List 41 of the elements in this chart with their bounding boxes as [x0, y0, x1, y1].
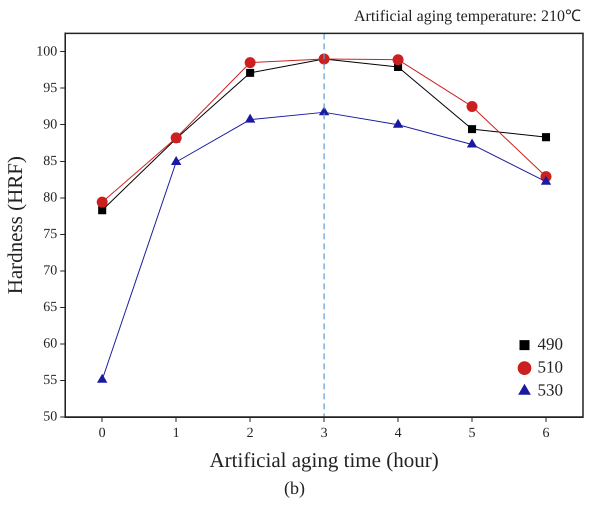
point	[246, 68, 254, 77]
x-tick-label: 3	[320, 426, 328, 442]
y-tick-label: 95	[43, 80, 58, 96]
y-tick-label: 90	[43, 117, 58, 132]
y-tick-label: 65	[43, 300, 58, 316]
point	[170, 132, 182, 144]
x-tick-label: 2	[246, 426, 254, 442]
legend-label: 490	[538, 334, 563, 354]
x-axis-title: Artificial aging time (hour)	[210, 448, 439, 472]
y-tick-label: 85	[43, 154, 58, 169]
point	[467, 138, 477, 148]
point	[98, 206, 106, 214]
point	[97, 374, 108, 383]
point	[541, 176, 551, 185]
y-tick-label: 80	[43, 190, 58, 206]
point	[542, 133, 550, 142]
text: (b)	[283, 478, 306, 499]
point	[244, 57, 256, 68]
legend-label: 510	[538, 358, 563, 377]
y-axis-title: Hardness (HRF)	[3, 156, 28, 294]
point	[96, 196, 108, 208]
point	[468, 125, 476, 134]
point	[319, 106, 329, 116]
x-tick-label: 5	[468, 426, 476, 442]
y-tick-label: 60	[43, 336, 58, 352]
point	[171, 156, 181, 165]
y-tick-label: 55	[43, 373, 58, 388]
point	[393, 119, 403, 128]
y-tick-label: 100	[36, 44, 58, 60]
x-tick-label: 1	[172, 426, 180, 442]
y-tick-label: 75	[43, 227, 58, 242]
x-tick-label: 4	[394, 426, 402, 442]
text: Artificial aging temperature: 210℃	[354, 7, 581, 26]
y-tick-label: 70	[43, 264, 58, 279]
y-tick-label: 50	[43, 410, 58, 425]
point	[245, 114, 255, 123]
legend-label: 530	[538, 380, 563, 400]
point	[466, 100, 478, 112]
point	[392, 54, 404, 66]
x-tick-label: 6	[542, 426, 550, 442]
x-tick-label: 0	[98, 426, 106, 442]
